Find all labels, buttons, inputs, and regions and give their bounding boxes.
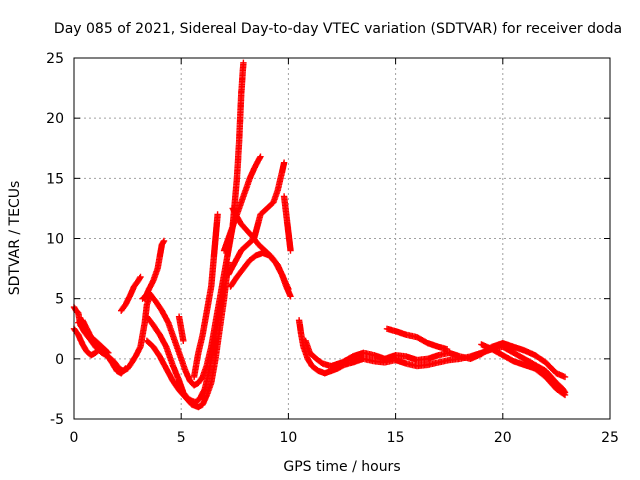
series-trace-i [175,313,187,344]
plus-markers [190,211,221,381]
plus-markers [141,237,168,302]
x-tick-label: 15 [387,430,405,446]
plus-markers [478,341,569,399]
x-tick-label: 20 [494,430,512,446]
series-trace-e [141,237,168,302]
series-trace-m [225,159,288,278]
x-tick-label: 10 [279,430,297,446]
y-tick-label: 10 [46,232,64,248]
plus-markers [75,317,112,356]
y-tick-label: 20 [46,111,64,127]
y-axis-label: SDTVAR / TECUs [7,181,23,296]
plus-markers [118,273,144,314]
series-trace-q [302,337,569,381]
plus-markers [143,259,232,411]
chart-title: Day 085 of 2021, Sidereal Day-to-day VTE… [54,21,622,37]
x-tick-label: 25 [601,430,619,446]
plus-markers [302,337,569,381]
plus-markers [280,193,294,254]
series-trace-j [190,211,221,381]
series-trace-o [280,193,294,254]
plus-markers [383,325,451,353]
y-tick-label: 0 [55,352,64,368]
y-tick-label: 25 [46,51,64,67]
y-tick-label: 5 [55,292,64,308]
series-trace-c [75,317,112,356]
plus-markers [175,313,187,344]
series-trace-s [478,341,569,399]
x-axis-label: GPS time / hours [283,459,400,475]
plus-markers [227,249,292,293]
series-trace-n [227,249,292,293]
series-trace-d [118,273,144,314]
data-points [70,59,569,411]
x-tick-label: 0 [70,430,79,446]
axis-ticks: 0 5 10 15 20 25 -5 0 5 10 15 20 25 [46,51,619,446]
y-tick-label: 15 [46,171,64,187]
x-tick-label: 5 [177,430,186,446]
series-trace-r [383,325,451,353]
series-trace-h [143,259,232,411]
plus-markers [225,159,288,278]
y-tick-label: -5 [50,412,64,428]
